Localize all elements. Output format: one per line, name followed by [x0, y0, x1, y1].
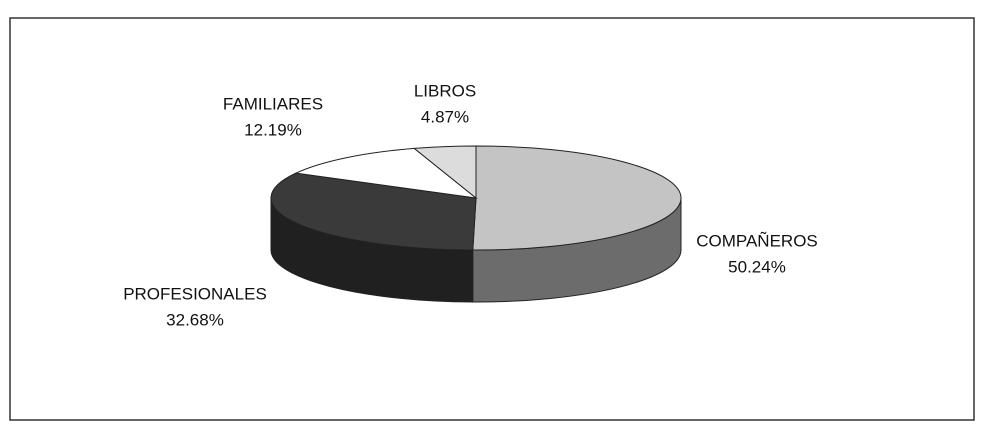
- slice-label: COMPAÑEROS: [696, 231, 818, 250]
- pie-slice: [270, 172, 477, 251]
- pie-slice: [412, 145, 477, 200]
- pie-slice: [472, 145, 682, 251]
- slice-label: FAMILIARES: [223, 94, 323, 113]
- slice-label: PROFESIONALES: [123, 284, 267, 303]
- pie-slice: [294, 147, 478, 199]
- slice-value-label: 32.68%: [166, 310, 224, 329]
- slice-label: LIBROS: [414, 81, 476, 100]
- slice-value-label: 4.87%: [421, 107, 469, 126]
- slice-value-label: 12.19%: [244, 120, 302, 139]
- slice-value-label: 50.24%: [728, 257, 786, 276]
